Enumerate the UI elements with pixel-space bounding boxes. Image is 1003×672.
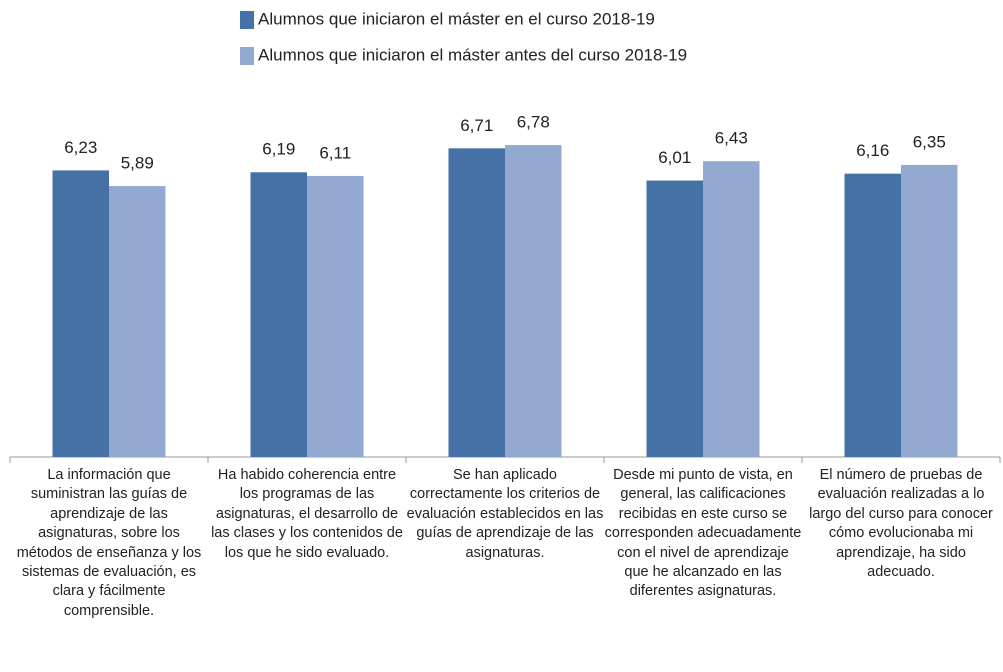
bar [52,170,109,458]
bar [901,164,958,457]
bar [505,145,562,457]
value-label: 6,78 [517,113,550,132]
value-label: 6,43 [715,129,748,148]
bar [646,180,703,458]
bar [448,148,505,457]
value-label: 6,19 [262,140,295,159]
value-label: 6,01 [658,148,691,167]
legend-swatch [240,11,254,29]
legend-label: Alumnos que iniciaron el máster en el cu… [258,9,655,28]
value-label: 6,16 [856,141,889,160]
legend-label: Alumnos que iniciaron el máster antes de… [258,45,687,64]
x-tick-label: Se han aplicado correctamente los criter… [406,467,604,561]
value-label: 6,23 [64,138,97,157]
value-label: 6,35 [913,132,946,151]
value-label: 5,89 [121,154,154,173]
x-tick-label: La información que suministran las guías… [16,467,202,619]
value-label: 6,11 [319,143,351,162]
bar [844,173,901,457]
x-tick-label: Ha habido coherencia entre los programas… [211,467,403,561]
bar [703,161,760,457]
bar [109,186,166,457]
bar [250,172,307,457]
x-tick-label: Desde mi punto de vista, en general, las… [604,467,802,600]
value-label: 6,71 [460,116,493,135]
bar [307,175,364,457]
legend-swatch [240,47,254,65]
x-tick-label: El número de pruebas de evaluación reali… [809,467,993,581]
